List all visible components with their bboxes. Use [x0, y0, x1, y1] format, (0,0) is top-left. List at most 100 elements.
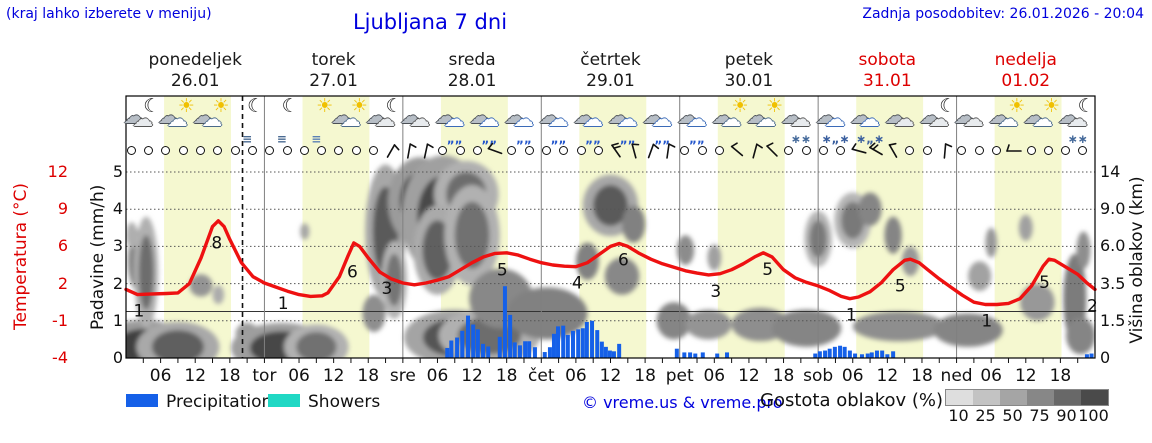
wind-calm-icon	[542, 146, 552, 155]
day-header: sobota 31.01	[858, 50, 917, 91]
wind-calm-icon	[576, 146, 586, 155]
cloud-density-tick-label: 90	[1056, 406, 1077, 425]
cloud-density-tick-label: 50	[1002, 406, 1023, 425]
weather-icon-fog-sun: ☀ ≡	[298, 97, 334, 146]
wind-calm-icon	[818, 146, 828, 155]
bottom-hour-label: 18	[495, 366, 518, 386]
weather-icon-fog-moon: ☾ ≡	[264, 97, 300, 146]
wind-calm-icon	[836, 146, 846, 155]
cloud-density-tick-label: 100	[1078, 406, 1109, 425]
sky-icon: ☾	[247, 95, 265, 117]
bottom-hour-label: 06	[288, 366, 310, 386]
wind-barb-icon	[647, 143, 660, 159]
bottom-day-label: pet	[665, 366, 694, 386]
weather-icon-moon-cloud: ☁ ☾ ☁	[919, 97, 957, 142]
daylight-band	[302, 96, 370, 358]
cloud-density-segment	[973, 390, 1000, 405]
cloud-front-icon: ☁	[616, 107, 638, 131]
precip-bar	[832, 346, 837, 358]
temperature-axis-title: Temperatura (°C)	[11, 182, 31, 330]
cloud-front-icon: ☁	[1066, 107, 1088, 131]
bottom-hour-label: 12	[461, 366, 483, 386]
wind-barb-icon	[888, 142, 898, 158]
wind-barb-icon	[850, 143, 867, 154]
weather-icon-sun-cloud: ☁ ☀ ☁	[193, 97, 231, 142]
wind-calm-icon	[126, 146, 136, 155]
wind-barb-icon	[731, 142, 744, 157]
temperature-label: 6	[618, 250, 629, 270]
precip-bar	[595, 330, 600, 358]
weather-icon-rain: ☁ ☁ „„	[539, 100, 577, 146]
precip-bar	[700, 352, 705, 358]
precip-marks-icon: „„	[516, 132, 532, 146]
precip-bar	[512, 342, 517, 358]
day-header: četrtek 29.01	[580, 50, 641, 91]
precip-marks-icon: „„	[619, 132, 636, 146]
cloud-back-icon: ☁	[919, 104, 941, 128]
wind-calm-icon	[1043, 146, 1053, 155]
precip-marks-icon: ∗„∗	[856, 132, 885, 146]
weather-icon-rain: ☁ ☁ „„	[504, 100, 542, 146]
showers-legend-label: Showers	[308, 392, 381, 412]
cloud-back-icon: ☁	[815, 104, 837, 128]
temperature-label: 5	[497, 260, 508, 280]
cloud-front-icon: ☁	[720, 107, 742, 131]
wind-calm-icon	[282, 146, 292, 155]
day-header: sreda 28.01	[447, 50, 497, 91]
precip-bar	[1089, 353, 1094, 358]
precip-bar	[486, 346, 491, 358]
precip-bar	[565, 334, 570, 358]
temperature-label: 1	[981, 312, 992, 332]
temperature-curve	[124, 219, 1097, 307]
cloud-front-icon: ☁	[582, 107, 604, 131]
temp-tick: -4	[52, 348, 68, 367]
precip-bar	[551, 333, 556, 358]
precip-bar	[693, 353, 698, 358]
precip-bar	[497, 336, 502, 358]
weather-icon-moon-cloud: ☁ ☾ ☁	[123, 97, 161, 142]
wind-calm-icon	[351, 146, 361, 155]
credit-link[interactable]: © vreme.us & vreme.pro	[582, 393, 783, 412]
bottom-hour-label: 18	[911, 366, 933, 386]
weather-icon-sun-cloud: ☁ ☀ ☁	[988, 97, 1026, 142]
cloud-back-icon: ☁	[711, 104, 733, 128]
cloud-density-scale	[945, 389, 1109, 406]
cloud-front-icon: ☁	[1032, 107, 1054, 131]
wind-barb-icon	[943, 143, 953, 159]
precip-bar	[885, 354, 890, 358]
cloud-back-icon: ☁	[1057, 104, 1079, 128]
day-header: torek 27.01	[309, 50, 358, 91]
cloud-height-tick: 3.5	[1100, 273, 1126, 293]
bottom-day-label: sre	[389, 366, 416, 386]
precip-bar	[547, 347, 552, 358]
wind-calm-icon	[265, 146, 275, 155]
cloud-density-segment	[1000, 390, 1027, 405]
cloud-back-icon: ☁	[365, 104, 387, 128]
day-header: nedelja 01.02	[994, 50, 1057, 91]
cloud-front-icon: ☁	[409, 107, 431, 131]
precip-bar	[471, 324, 476, 358]
precip-bar	[466, 315, 471, 358]
precip-bar	[508, 314, 513, 358]
precip-bar	[688, 352, 693, 358]
cloud-back-icon: ☁	[677, 104, 699, 128]
wind-calm-icon	[230, 146, 240, 155]
temperature-label: 1	[134, 302, 145, 322]
precip-bar	[449, 340, 454, 358]
cloud-back-icon: ☁	[157, 104, 179, 128]
temperature-label: 2	[1087, 296, 1098, 316]
bottom-day-label: čet	[528, 366, 555, 386]
cloud-back-icon: ☁	[607, 104, 629, 128]
weather-icon-cloud: ☁ ☁	[954, 100, 992, 142]
precip-tick: 4	[112, 199, 123, 219]
cloud-height-tick: 6.0	[1100, 236, 1126, 256]
precip-bar	[617, 343, 622, 358]
sky-icon: ☀	[766, 95, 784, 117]
precip-bar	[599, 341, 604, 358]
cloud-front-icon: ☁	[478, 107, 500, 131]
weather-icon-cloud: ☁ ☁	[400, 100, 438, 142]
showers-legend-swatch	[268, 394, 300, 407]
bottom-hour-label: 06	[149, 366, 172, 386]
bottom-hour-label: 12	[876, 366, 899, 386]
precip-bar	[571, 330, 576, 358]
